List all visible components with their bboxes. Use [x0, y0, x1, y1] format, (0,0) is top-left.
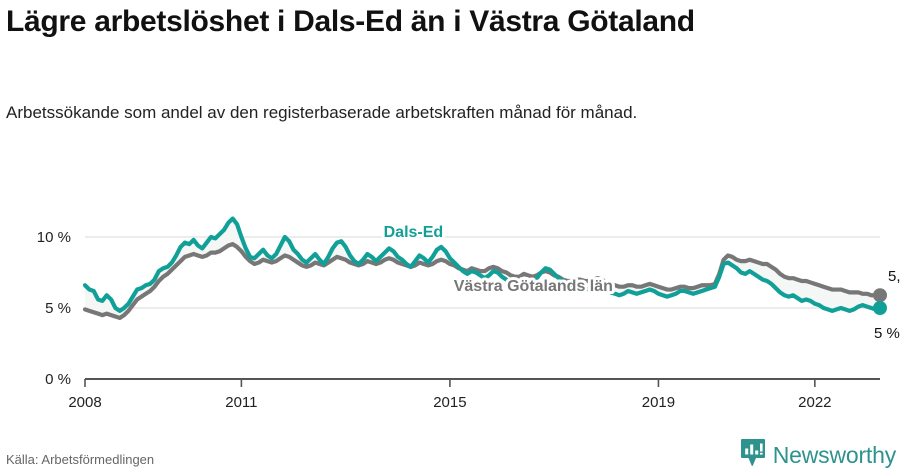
newsworthy-brand: Newsworthy: [740, 438, 896, 473]
series-difference-band: [85, 218, 880, 318]
line-chart: 0 % 5 % 10 % 2008 2011 2015 2019 2022 5,9 % 5 % Da…: [37, 216, 900, 411]
page-subtitle: Arbetssökande som andel av den registerb…: [6, 103, 638, 122]
x-axis-tick-label: 2011: [225, 394, 257, 411]
series-label-dals-ed: Dals-Ed: [384, 224, 444, 241]
series-line-vastra-gotalands-lan: [82, 242, 883, 321]
source-note: Källa: Arbetsförmedlingen: [6, 452, 155, 467]
series-endpoint-vastra-gotalands-lan: [872, 288, 887, 303]
x-axis-tick-label: 2008: [68, 394, 101, 411]
series-line-dals-ed: [82, 216, 883, 313]
x-axis-tick-label: 2022: [798, 394, 831, 411]
end-value-label-dals-ed: 5 %: [874, 325, 900, 342]
y-axis-tick-label: 0 %: [45, 371, 71, 388]
page-title: Lägre arbetslöshet i Dals-Ed än i Västra…: [6, 5, 695, 38]
series-label-vastra-gotalands-lan: Västra Götalands län: [454, 278, 613, 295]
series-endpoint-dals-ed: [872, 301, 887, 315]
x-axis-tick-label: 2019: [642, 394, 675, 411]
brand-name: Newsworthy: [772, 442, 896, 468]
end-value-label-vastra-gotalands-lan: 5,9 %: [888, 268, 900, 285]
y-axis-tick-label: 5 %: [45, 300, 71, 317]
bar-chart-bubble-icon: [740, 438, 766, 473]
chart-container: 0 % 5 % 10 % 2008 2011 2015 2019 2022 5,9 % 5 % Da…: [0, 190, 900, 420]
y-axis-tick-label: 10 %: [37, 229, 71, 246]
x-axis-tick-label: 2015: [433, 394, 466, 411]
